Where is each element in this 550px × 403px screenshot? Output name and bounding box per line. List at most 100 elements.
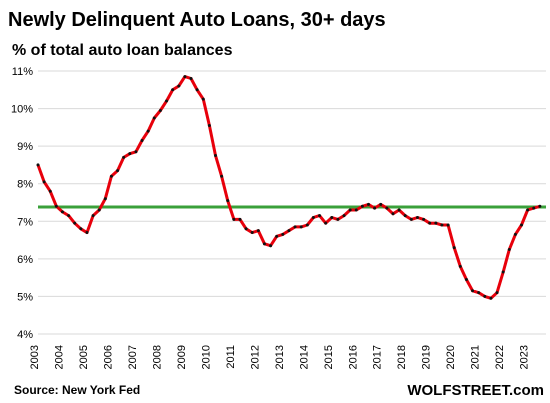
y-axis-tick-labels: 4% 5% 6% 7% 8% 9% 10% 11%	[11, 66, 33, 341]
x-tick-label: 2006	[102, 345, 114, 369]
data-point	[324, 221, 328, 225]
data-point	[336, 217, 340, 221]
data-point	[79, 227, 83, 231]
data-point	[360, 204, 364, 208]
data-point	[415, 216, 419, 220]
y-tick-label: 9%	[17, 141, 33, 153]
data-point	[520, 223, 524, 227]
data-point	[354, 208, 358, 212]
data-point	[60, 210, 64, 214]
data-point	[36, 163, 40, 167]
data-point	[299, 225, 303, 229]
data-point	[513, 232, 517, 236]
data-point	[85, 231, 89, 235]
data-point	[42, 180, 46, 184]
data-point	[256, 229, 260, 233]
data-point	[348, 208, 352, 212]
data-point	[122, 155, 126, 159]
data-point	[189, 77, 193, 81]
data-point	[146, 129, 150, 133]
data-point	[269, 244, 273, 248]
chart-subtitle: % of total auto loan balances	[12, 42, 233, 59]
data-point	[128, 152, 132, 156]
data-point	[48, 189, 52, 193]
data-point	[140, 139, 144, 143]
data-point	[428, 221, 432, 225]
data-point	[538, 204, 542, 208]
data-point	[54, 204, 58, 208]
data-point	[109, 174, 113, 178]
data-point	[305, 223, 309, 227]
data-point	[501, 270, 505, 274]
data-point	[507, 247, 511, 251]
data-point	[207, 123, 211, 127]
data-point	[244, 227, 248, 231]
data-point	[409, 217, 413, 221]
data-point	[526, 208, 530, 212]
x-tick-label: 2021	[470, 345, 482, 369]
data-point	[250, 231, 254, 235]
x-tick-label: 2011	[225, 345, 237, 369]
data-point	[220, 174, 224, 178]
x-tick-label: 2019	[421, 345, 433, 369]
data-point	[103, 197, 107, 201]
data-point	[158, 108, 162, 112]
y-tick-label: 7%	[17, 216, 33, 228]
data-point	[226, 199, 230, 203]
x-tick-label: 2017	[372, 345, 384, 369]
y-tick-label: 5%	[17, 291, 33, 303]
gridlines	[38, 70, 546, 335]
data-point	[97, 208, 101, 212]
data-point	[116, 169, 120, 173]
data-point	[452, 246, 456, 250]
data-point	[495, 291, 499, 295]
data-point	[183, 75, 187, 79]
data-point	[287, 229, 291, 233]
data-point	[367, 202, 371, 206]
x-tick-label: 2013	[274, 345, 286, 369]
chart-title: Newly Delinquent Auto Loans, 30+ days	[8, 9, 386, 31]
data-point	[152, 116, 156, 120]
data-point	[397, 208, 401, 212]
data-point	[195, 88, 199, 92]
data-point	[171, 88, 175, 92]
data-point	[281, 232, 285, 236]
data-point	[177, 84, 181, 88]
y-tick-label: 10%	[11, 104, 33, 116]
source-label: Source: New York Fed	[14, 383, 140, 397]
y-tick-label: 4%	[17, 329, 33, 341]
x-tick-label: 2022	[494, 345, 506, 369]
data-point	[422, 217, 426, 221]
data-point	[134, 150, 138, 154]
y-tick-label: 6%	[17, 254, 33, 266]
data-point	[483, 294, 487, 298]
data-point	[91, 214, 95, 218]
data-point	[385, 206, 389, 210]
data-point	[275, 234, 279, 238]
data-point	[532, 206, 536, 210]
data-point	[440, 223, 444, 227]
data-point	[73, 221, 77, 225]
data-point	[311, 216, 315, 220]
x-tick-label: 2008	[151, 345, 163, 369]
data-point	[471, 289, 475, 293]
y-tick-label: 11%	[12, 66, 33, 78]
data-point	[464, 278, 468, 282]
data-point	[458, 264, 462, 268]
x-tick-label: 2018	[396, 345, 408, 369]
data-point	[342, 214, 346, 218]
x-tick-label: 2023	[519, 345, 531, 369]
x-tick-label: 2004	[53, 345, 65, 369]
data-point	[446, 223, 450, 227]
data-point	[373, 206, 377, 210]
x-tick-label: 2014	[298, 345, 310, 369]
x-tick-label: 2005	[78, 345, 90, 369]
data-point	[379, 202, 383, 206]
data-point	[391, 212, 395, 216]
data-point	[293, 225, 297, 229]
x-tick-label: 2003	[29, 345, 41, 369]
data-point	[201, 97, 205, 101]
data-point	[232, 217, 236, 221]
